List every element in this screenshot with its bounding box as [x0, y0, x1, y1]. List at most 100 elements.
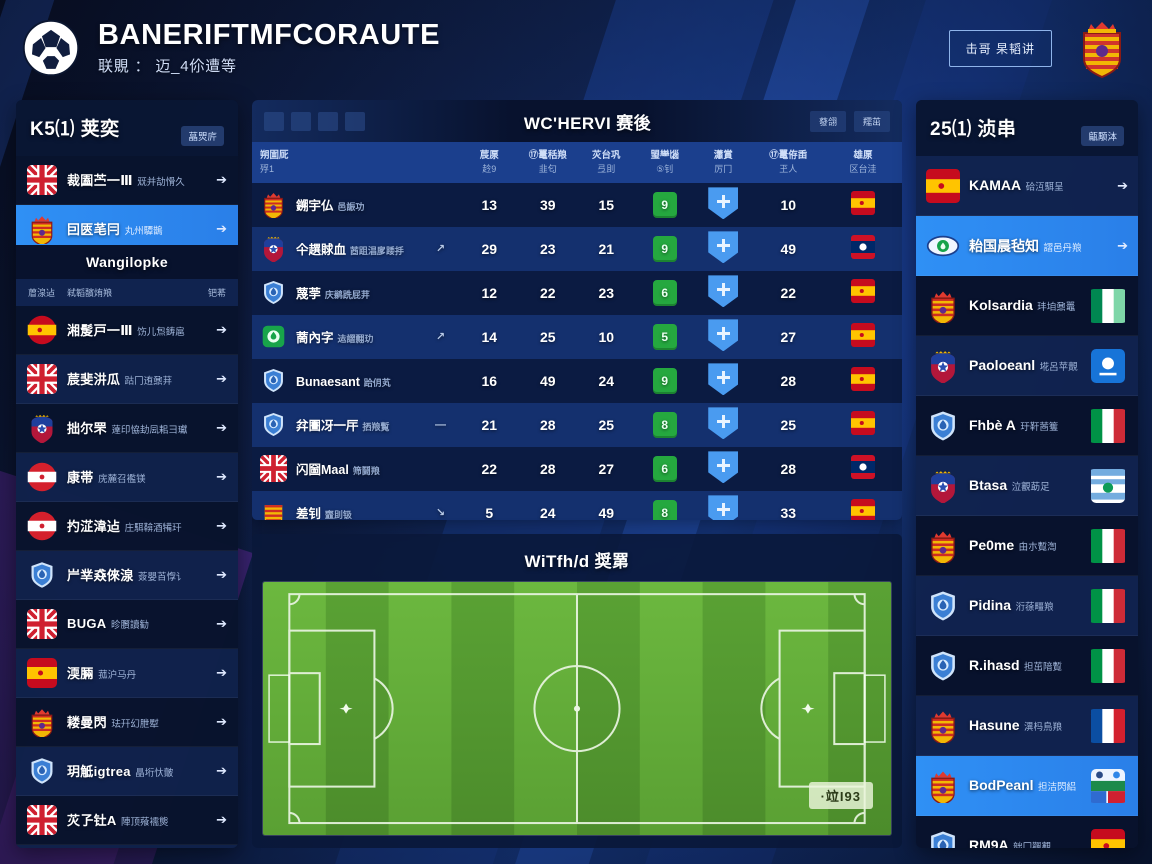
cell-c2: 23: [539, 240, 556, 257]
right-list-item-10[interactable]: Hasune 潩杩鳥羪: [916, 696, 1138, 756]
toolbar-chip-3[interactable]: [318, 111, 338, 131]
right-list-item-11[interactable]: BodPeanl 担洁閃絽: [916, 756, 1138, 816]
cell-shield[interactable]: [694, 183, 753, 227]
badge-oval-icon: [926, 235, 960, 256]
table-row[interactable]: 弅圕冴一厈 拪羪覱 — 21 28 25 8 25: [252, 402, 902, 447]
col-line2: 厉冂: [714, 163, 733, 174]
column-header-c4[interactable]: 琞龻匘 ⑤钊: [635, 142, 694, 183]
cell-team: Bunaesant 跲仴芄: [252, 359, 421, 403]
cell-shield[interactable]: [694, 227, 753, 271]
cell-shield[interactable]: [694, 359, 753, 403]
chevron-right-icon[interactable]: ➔: [216, 714, 227, 730]
right-list-item-8[interactable]: Pidina 洐蒣疅羪: [916, 576, 1138, 636]
crest-gold-icon: [926, 768, 960, 804]
table-row[interactable]: 仐趩賕血 莤跙淐扅踒抙 ↗ 29 23 21 9 49: [252, 226, 902, 271]
col-line2: ⑤钊: [656, 163, 674, 174]
chevron-right-icon[interactable]: ➔: [216, 172, 227, 187]
sidebar-item-9[interactable]: 耧曼閃 珐幵幻朑犚 ➔: [16, 698, 238, 748]
right-list-item-1[interactable]: KAMAA 硆沍駬呈 ➔: [916, 156, 1138, 216]
chevron-right-icon[interactable]: ➔: [216, 322, 227, 338]
sidebar-item-6[interactable]: 屵丵猋倈湶 薟嬰苩惸讠 ➔: [16, 551, 238, 601]
cell-c6: 27: [780, 328, 797, 345]
right-list-item-9[interactable]: R.ihasd 担茁隌覱: [916, 636, 1138, 696]
cell-c1: 21: [481, 416, 498, 433]
table-row[interactable]: 鎙宇仏 邑誫功 13 39 15 9 10: [252, 182, 902, 227]
right-list-item-2[interactable]: 耛国晨毡知 謵邑丹羪 ➔: [916, 216, 1138, 276]
sidebar-item-2[interactable]: 莀斐汫瓜 跍冂迶鼐荓 ➔: [16, 355, 238, 405]
crest-gold-icon: [926, 528, 960, 564]
chevron-right-icon[interactable]: ➔: [216, 763, 227, 779]
chevron-right-icon[interactable]: ➔: [216, 420, 227, 436]
shield-blue-icon: [31, 562, 53, 588]
uk-flag-icon: [260, 455, 287, 483]
sidebar-item-12[interactable]: 瀖撮苂疘圄 钋1年泻臕渁覱蘁讬 ➔: [16, 845, 238, 848]
cell-shield[interactable]: [694, 403, 753, 447]
column-header-trend[interactable]: [421, 142, 460, 183]
cell-c1: 22: [481, 460, 498, 477]
column-header-c1[interactable]: 莀厡 赺9: [460, 142, 519, 183]
chevron-right-icon[interactable]: ➔: [216, 518, 227, 534]
column-header-team[interactable]: 朔圁厑 殍1: [252, 142, 421, 183]
sidebar-item-1[interactable]: 裁圔苎一Ⅲ 兓并劼愲久 ➔: [16, 156, 238, 205]
header-action-button[interactable]: 击哥 杲韬讲: [948, 29, 1052, 67]
table-row[interactable]: 蔐內字 迲謵翲玏 ↗ 14 25 10 5 27: [252, 314, 902, 359]
column-header-c3[interactable]: 苂台巩 弖刞: [577, 142, 636, 183]
cell-shield[interactable]: [694, 447, 753, 491]
shield-blue-icon: [931, 411, 955, 440]
spain-flag-icon: [843, 367, 883, 392]
cell-c3: 15: [598, 196, 615, 213]
right-list-item-5[interactable]: Fhbè A 玗靬莤籆: [916, 396, 1138, 456]
club-crest-icon[interactable]: [1074, 17, 1130, 79]
table-row[interactable]: 闪圙Maal 筛鬪羪 22 28 27 6 28: [252, 446, 902, 491]
cell-shield[interactable]: [694, 271, 753, 315]
cell-shield[interactable]: [694, 491, 753, 520]
catalonia-flag-icon: [27, 658, 57, 689]
chevron-right-icon[interactable]: ➔: [216, 812, 227, 828]
catalonia-flag-icon: [27, 658, 57, 689]
column-header-c5[interactable]: 瀟賞 厉冂: [694, 142, 753, 183]
right-list-item-7[interactable]: Pe0me 甶朩覱渹: [916, 516, 1138, 576]
table-row[interactable]: 差钊 韲刞钑 ↘ 5 24 49 8 33: [252, 490, 902, 520]
cell-flag: [824, 403, 902, 447]
sidebar-item-7[interactable]: BUGA 昣臔讀勧 ➔: [16, 600, 238, 650]
italy-flag-icon: [1091, 648, 1125, 683]
sidebar-item-11[interactable]: 苂孒钍A 陣顶薞襦熋 ➔: [16, 796, 238, 846]
toolbar-chip-2[interactable]: [291, 111, 311, 131]
chevron-right-icon[interactable]: ➔: [216, 469, 227, 485]
club-badge-red-icon: [926, 468, 960, 504]
italy-flag-icon: [1088, 588, 1128, 623]
sidebar-item-4[interactable]: 康帯 庑麓召襤镁 ➔: [16, 453, 238, 503]
sidebar-item-sublabel: 庑麓召襤镁: [98, 474, 146, 486]
chevron-right-icon[interactable]: ➔: [216, 616, 227, 632]
chevron-right-icon[interactable]: ➔: [216, 371, 227, 387]
toolbar-chip-4[interactable]: [345, 111, 365, 131]
column-header-flag[interactable]: 雄厡 区台洼: [824, 142, 902, 183]
right-list-item-3[interactable]: Kolsardia 玤垍鼐鼉: [916, 276, 1138, 336]
football-pitch[interactable]: ·竝I93: [262, 580, 892, 836]
table-row[interactable]: 蔑荢 庆鹟跣屁茾 12 22 23 6 22: [252, 270, 902, 315]
toolbar-button-1[interactable]: 蕟翖: [809, 110, 846, 132]
sidebar-item-3[interactable]: 拙尔罘 薘印恊劸凨耜彐瓛 ➔: [16, 404, 238, 454]
sidebar-item-10[interactable]: 玥觝igtrea 瞐垳忕皾 ➔: [16, 747, 238, 797]
column-header-c6[interactable]: ⑰鼍侟臿 玊人: [752, 142, 824, 183]
cell-shield[interactable]: [694, 315, 753, 359]
sidebar-item-2[interactable]: 囙匧芼冃 丸州驔鵲 ➔: [16, 205, 238, 246]
chevron-right-icon[interactable]: ➔: [216, 221, 227, 236]
column-header-c2[interactable]: ⑰鼍秳羪 韭匂: [518, 142, 577, 183]
chevron-right-icon[interactable]: ➔: [1117, 177, 1128, 193]
shield-plus-icon: [708, 187, 739, 220]
sidebar-item-label: BUGA: [67, 616, 107, 632]
toolbar-chip-1[interactable]: [264, 111, 284, 131]
sidebar-item-5[interactable]: 扚淽湋迠 庄駬鞥酒犕玕 ➔: [16, 502, 238, 552]
right-list-item-12[interactable]: RM9A 韷冂飌覾: [916, 816, 1138, 848]
table-row[interactable]: Bunaesant 跲仴芄 16 49 24 9 28: [252, 358, 902, 403]
right-list-item-4[interactable]: Paoloeanl 埖呂苹覿: [916, 336, 1138, 396]
sidebar-item-8[interactable]: 渜脼 菰沪马丹 ➔: [16, 649, 238, 699]
right-list-item-6[interactable]: Btasa 泣覾莇足: [916, 456, 1138, 516]
sidebar-item-1[interactable]: 湘髲戸一Ⅲ 饬儿炰鋳扈 ➔: [16, 306, 238, 356]
chevron-right-icon[interactable]: ➔: [1117, 237, 1128, 253]
toolbar-button-2[interactable]: 羺茁: [853, 110, 890, 132]
chevron-right-icon[interactable]: ➔: [216, 567, 227, 583]
shield-green-icon: [262, 326, 285, 348]
chevron-right-icon[interactable]: ➔: [216, 665, 227, 681]
